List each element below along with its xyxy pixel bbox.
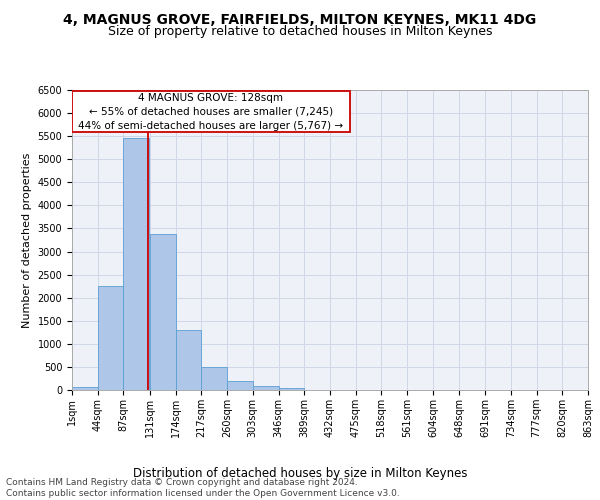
FancyBboxPatch shape: [72, 91, 350, 132]
Bar: [72, 386, 98, 390]
Text: Distribution of detached houses by size in Milton Keynes: Distribution of detached houses by size …: [133, 467, 467, 480]
Bar: [98, 286, 124, 390]
Text: 4 MAGNUS GROVE: 128sqm
← 55% of detached houses are smaller (7,245)
44% of semi-: 4 MAGNUS GROVE: 128sqm ← 55% of detached…: [79, 92, 343, 130]
Bar: [253, 386, 278, 390]
Text: Size of property relative to detached houses in Milton Keynes: Size of property relative to detached ho…: [108, 25, 492, 38]
Bar: [227, 382, 253, 390]
Bar: [124, 138, 149, 390]
Bar: [150, 234, 176, 390]
Bar: [201, 368, 227, 390]
Text: Contains HM Land Registry data © Crown copyright and database right 2024.
Contai: Contains HM Land Registry data © Crown c…: [6, 478, 400, 498]
Bar: [176, 330, 201, 390]
Y-axis label: Number of detached properties: Number of detached properties: [22, 152, 32, 328]
Text: 4, MAGNUS GROVE, FAIRFIELDS, MILTON KEYNES, MK11 4DG: 4, MAGNUS GROVE, FAIRFIELDS, MILTON KEYN…: [64, 12, 536, 26]
Bar: [278, 388, 304, 390]
